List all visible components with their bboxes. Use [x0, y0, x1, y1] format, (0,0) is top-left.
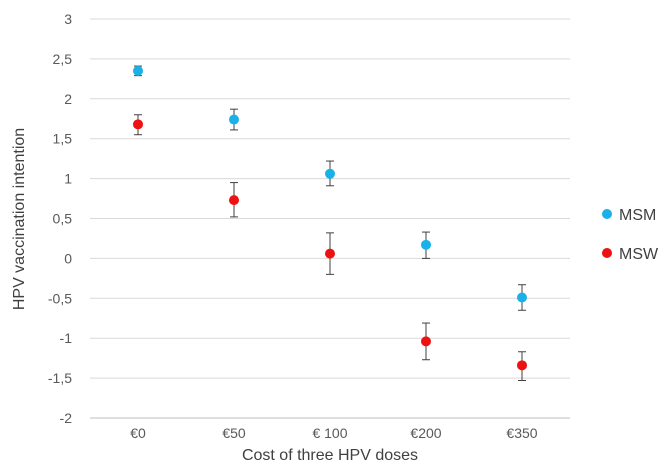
y-tick-label: -1	[60, 330, 73, 346]
y-tick-label: 0	[64, 250, 72, 266]
point-msw	[229, 195, 239, 206]
x-tick-label: €350	[506, 425, 537, 441]
y-tick-label: 2,5	[53, 51, 73, 67]
x-tick-label: €50	[222, 425, 246, 441]
point-msw	[517, 360, 527, 371]
x-tick-label: €200	[410, 425, 441, 441]
point-msw	[421, 336, 431, 347]
point-msm	[421, 239, 431, 250]
point-msw	[133, 119, 143, 130]
legend-label-msw: MSW	[619, 246, 659, 263]
legend-label-msm: MSM	[619, 207, 656, 224]
y-tick-label: -2	[60, 410, 73, 426]
x-axis-title: Cost of three HPV doses	[242, 447, 418, 464]
point-msm	[133, 65, 143, 76]
y-tick-label: 3	[64, 11, 72, 27]
point-msw	[325, 248, 335, 259]
y-tick-label: 1	[64, 171, 72, 187]
grid	[90, 18, 570, 419]
x-tick-label: € 100	[312, 425, 347, 441]
y-tick-label: 0,5	[53, 211, 73, 227]
y-tick-label: 2	[64, 91, 72, 107]
legend-marker-msw	[602, 248, 612, 258]
legend-marker-msm	[602, 209, 612, 219]
x-tick-label: €0	[130, 425, 146, 441]
point-msm	[517, 292, 527, 303]
y-tick-label: 1,5	[53, 131, 73, 147]
point-msm	[229, 114, 239, 125]
y-axis-title: HPV vaccination intention	[11, 128, 28, 310]
y-tick-label: -1,5	[48, 370, 72, 386]
y-tick-label: -0,5	[48, 290, 72, 306]
legend: MSM MSW	[602, 207, 659, 263]
y-axis-ticks: -2 -1,5 -1 -0,5 0 0,5 1 1,5 2 2,5 3	[48, 11, 72, 426]
data-points	[133, 65, 527, 371]
error-bars	[134, 65, 526, 381]
x-axis-ticks: €0 €50 € 100 €200 €350	[130, 425, 538, 441]
point-msm	[325, 168, 335, 179]
